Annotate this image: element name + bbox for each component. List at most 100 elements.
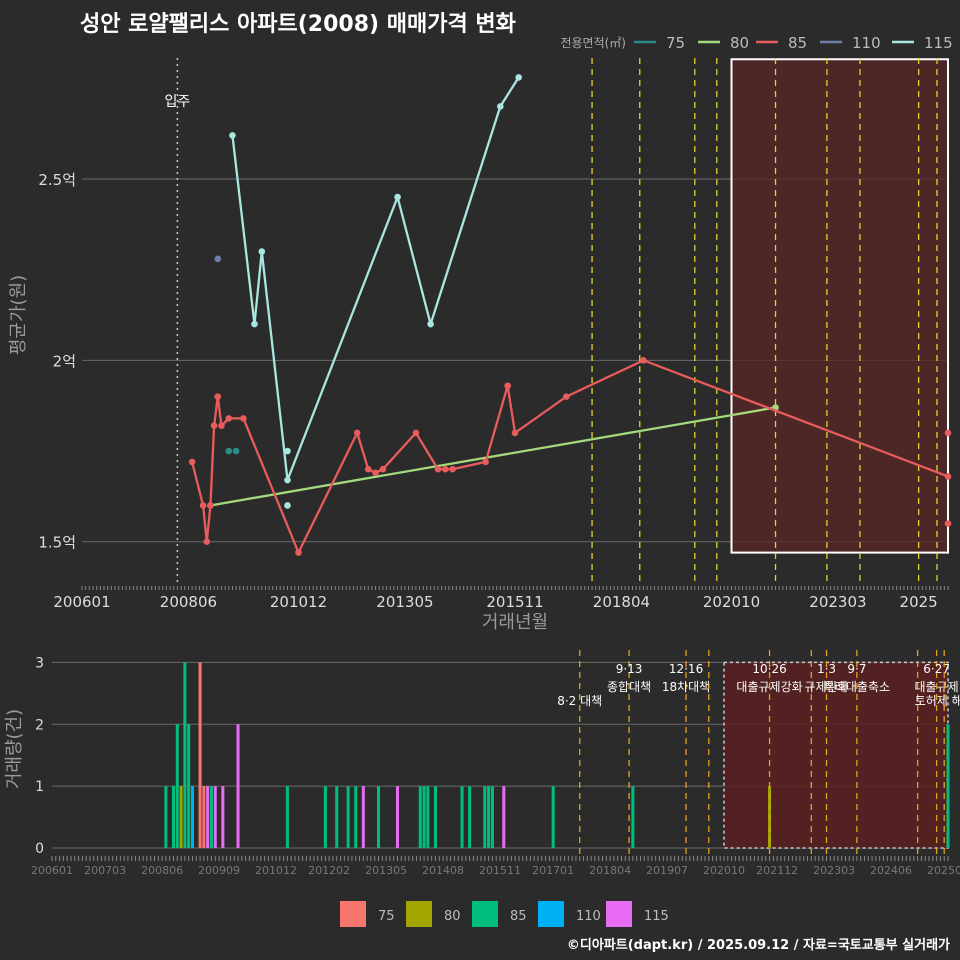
- bar-x-tick-label: 201012: [255, 864, 297, 877]
- bar-y-tick-label: 1: [35, 779, 44, 795]
- volume-bar-85: [422, 786, 426, 848]
- price-point-115: [258, 248, 266, 255]
- volume-bar-85: [171, 786, 176, 848]
- volume-bar-85: [335, 786, 339, 848]
- bar-legend-label: 85: [510, 909, 527, 924]
- chart-title: 성안 로얄팰리스 아파트(2008) 매매가격 변화: [80, 12, 516, 37]
- price-line-80: [210, 406, 776, 507]
- policy-label: 종합대책: [607, 679, 651, 694]
- bar-legend-label: 80: [444, 909, 461, 924]
- policy-label: 8·2 대책: [557, 693, 602, 708]
- bar-y-tick-label: 2: [35, 717, 44, 733]
- bar-highlight-box: [723, 661, 949, 849]
- volume-bar-85: [285, 786, 289, 848]
- price-line-85: [190, 359, 949, 556]
- volume-bar-85: [164, 786, 168, 848]
- volume-bar-85: [433, 786, 437, 848]
- legend-label: 75: [666, 34, 685, 52]
- bar-x-tick-label: 202112: [756, 864, 798, 877]
- x-tick-label: 201511: [486, 593, 543, 611]
- volume-bar-85: [354, 786, 358, 848]
- price-point-85: [449, 465, 456, 473]
- policy-label: 9·13: [616, 662, 643, 676]
- price-point-115: [229, 132, 236, 139]
- bar-x-tick-label: 202010: [703, 864, 745, 877]
- volume-bar-85: [468, 786, 472, 848]
- price-point-115: [497, 103, 504, 110]
- y-tick-label: 2.5억: [38, 171, 76, 189]
- price-point-115: [284, 502, 291, 509]
- volume-bar-115: [206, 786, 210, 848]
- volume-bar-115: [221, 786, 225, 848]
- price-point-85: [441, 465, 449, 473]
- y-axis-label: 평균가(원): [8, 275, 29, 355]
- price-point-75: [225, 447, 233, 455]
- bar-legend-label: 75: [378, 909, 395, 924]
- price-point-85: [372, 469, 379, 477]
- legend-label: 115: [924, 34, 953, 52]
- price-point-85: [225, 415, 233, 422]
- bar-x-tick-label: 201804: [589, 864, 631, 877]
- bar-legend-key-85: [472, 901, 498, 927]
- price-point-85: [482, 458, 489, 466]
- volume-bar-85: [323, 786, 327, 848]
- price-line-115: [231, 76, 520, 481]
- legend-title: 전용면적(㎡): [560, 36, 626, 50]
- policy-label: 토허제 해제: [915, 694, 960, 708]
- price-point-85: [379, 465, 387, 473]
- price-point-115: [284, 447, 291, 455]
- bar-legend-label: 110: [576, 909, 601, 924]
- policy-label: 대출규제강화: [736, 680, 802, 694]
- x-tick-label: 200806: [160, 593, 217, 611]
- highlight-box: [730, 58, 949, 554]
- price-point-85: [295, 549, 302, 556]
- volume-bar-85: [487, 786, 491, 848]
- price-point-85: [944, 520, 952, 527]
- bar-legend-key-110: [538, 901, 564, 927]
- volume-bar-85: [183, 662, 187, 848]
- x-tick-label: 202010: [703, 593, 760, 611]
- x-tick-label: 201305: [376, 593, 433, 611]
- policy-label: 12·16: [669, 662, 703, 676]
- price-point-115: [394, 193, 401, 201]
- policy-label: 10·26: [752, 662, 786, 676]
- bar-x-tick-label: 201305: [365, 864, 407, 877]
- bar-y-tick-label: 3: [35, 655, 44, 671]
- bar-x-tick-label: 202509: [927, 864, 960, 877]
- volume-bar-115: [502, 786, 506, 848]
- bar-x-tick-label: 202406: [870, 864, 912, 877]
- source-caption: ©디아파트(dapt.kr) / 2025.09.12 / 자료=국토교통부 실…: [566, 938, 950, 953]
- bar-x-tick-label: 202303: [813, 864, 855, 877]
- price-point-115: [515, 74, 522, 81]
- bar-x-tick-label: 200806: [141, 864, 183, 877]
- price-point-85: [504, 382, 511, 390]
- price-point-110: [214, 255, 222, 263]
- price-point-85: [203, 538, 211, 546]
- volume-bar-85: [187, 724, 191, 848]
- bar-x-tick-label: 200909: [198, 864, 240, 877]
- x-tick-label: 200601: [53, 593, 110, 611]
- policy-label: 1·3: [817, 662, 836, 676]
- bar-x-tick-label: 201511: [479, 864, 521, 877]
- price-point-85: [511, 429, 519, 437]
- x-tick-label: 2025: [900, 593, 938, 611]
- x-tick-label: 201804: [593, 593, 650, 611]
- price-point-115: [251, 320, 258, 328]
- bar-x-tick-label: 201202: [308, 864, 350, 877]
- price-point-85: [199, 502, 207, 509]
- price-point-85: [563, 393, 570, 400]
- policy-label: 6·27: [923, 662, 950, 676]
- volume-bar-85: [490, 786, 494, 848]
- price-point-85: [218, 422, 225, 429]
- price-point-75: [232, 447, 240, 455]
- bar-legend-key-75: [340, 901, 366, 927]
- policy-label: 9·7: [847, 662, 866, 676]
- y-tick-label: 1.5억: [38, 534, 76, 552]
- price-point-85: [364, 465, 372, 473]
- x-tick-label: 202303: [809, 593, 866, 611]
- volume-bar-85: [460, 786, 464, 848]
- x-axis-label: 거래년월: [482, 612, 548, 633]
- price-point-85: [944, 429, 952, 437]
